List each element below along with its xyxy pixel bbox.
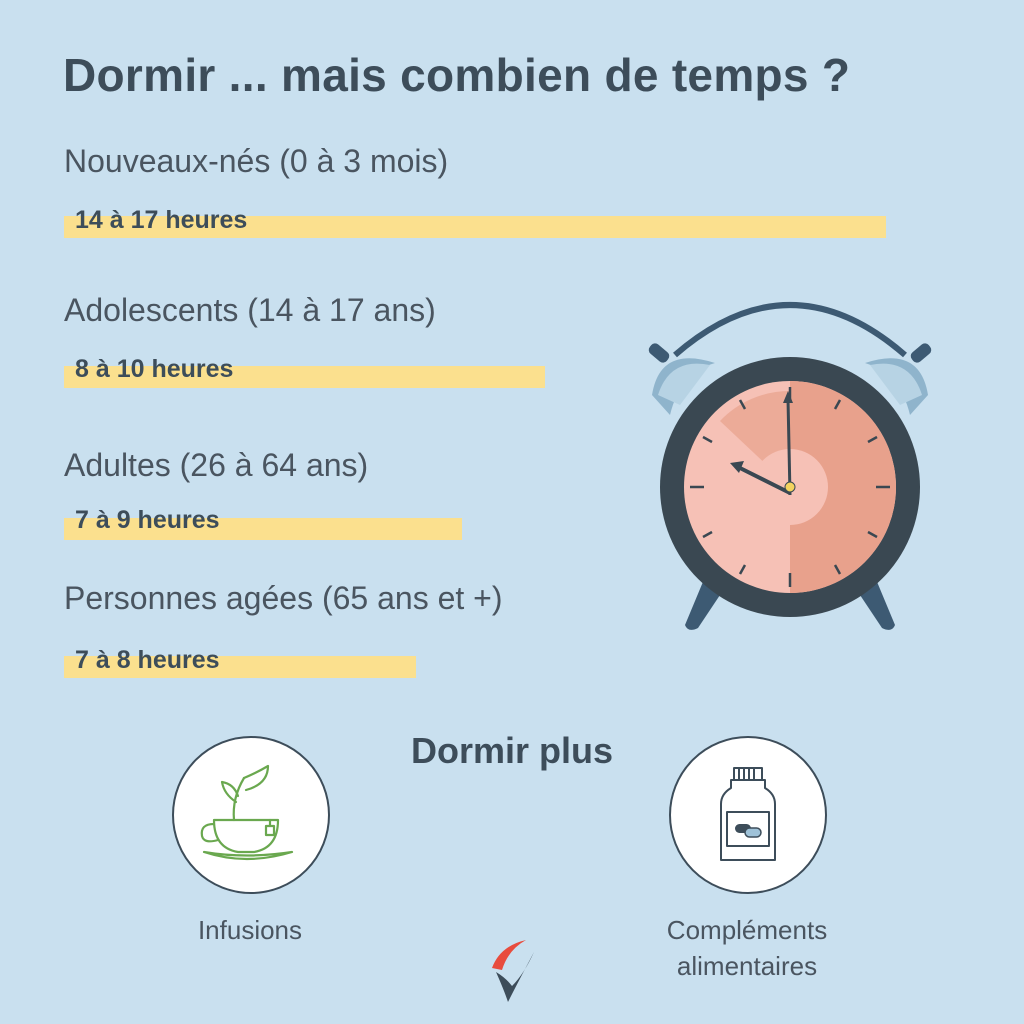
sleep-bar-adults — [64, 518, 462, 540]
tea-cup-icon — [200, 764, 294, 861]
sleep-hours-adults: 7 à 9 heures — [75, 506, 220, 534]
supplements-label-line2: alimentaires — [676, 951, 818, 981]
supplements-label-line1: Compléments — [666, 915, 828, 945]
sleep-bar-teenagers — [64, 366, 545, 388]
group-label-seniors: Personnes agées (65 ans et +) — [64, 580, 503, 616]
supplements-label: Compléments alimentaires — [620, 912, 874, 984]
sleep-bar-seniors — [64, 656, 416, 678]
sleep-hours-newborns: 14 à 17 heures — [75, 206, 248, 234]
supplement-bottle-icon — [720, 767, 776, 861]
supplements-circle — [669, 736, 827, 894]
section-subtitle: Dormir plus — [410, 730, 614, 771]
sleep-bar-newborns — [64, 216, 886, 238]
page-title: Dormir ... mais combien de temps ? — [63, 49, 851, 101]
brand-logo-icon — [492, 940, 534, 1002]
group-label-adults: Adultes (26 à 64 ans) — [64, 447, 369, 483]
sleep-hours-teenagers: 8 à 10 heures — [75, 355, 234, 383]
infusions-circle — [172, 736, 330, 894]
group-label-newborns: Nouveaux-nés (0 à 3 mois) — [64, 143, 449, 179]
alarm-clock-icon — [648, 302, 932, 630]
sleep-hours-seniors: 7 à 8 heures — [75, 646, 220, 674]
infusions-label: Infusions — [197, 915, 303, 945]
group-label-teenagers: Adolescents (14 à 17 ans) — [64, 292, 436, 328]
